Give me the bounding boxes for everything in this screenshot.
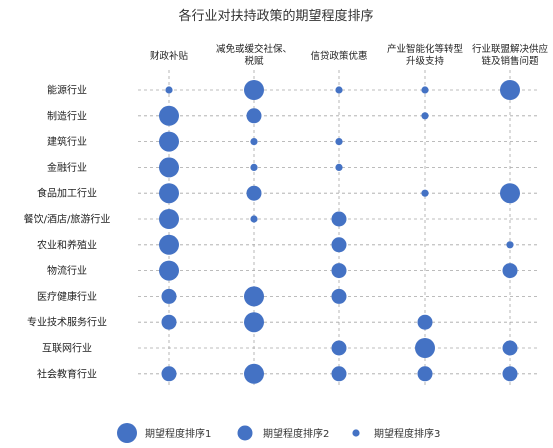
dot-rank-2: [417, 314, 433, 330]
dot-rank-3: [165, 86, 173, 94]
legend-label-3: 期望程度排序3: [374, 427, 440, 440]
column-label-1: 财政补贴: [150, 50, 189, 62]
chart-title: 各行业对扶持政策的期望程度排序: [178, 8, 373, 24]
dot-rank-2: [331, 237, 347, 253]
legend-label-1: 期望程度排序1: [145, 427, 211, 440]
row-label: 建筑行业: [47, 135, 87, 148]
legend-marker-2: [237, 425, 253, 441]
dot-rank-2: [502, 366, 518, 382]
dot-rank-2: [246, 185, 262, 201]
column-label-4: 产业智能化等转型升级支持: [387, 43, 464, 67]
data-dots: [159, 80, 520, 384]
column-label-5: 行业联盟解决供应链及销售问题: [472, 43, 549, 67]
dot-rank-1: [159, 183, 179, 204]
dot-rank-3: [335, 86, 343, 94]
legend-label-2: 期望程度排序2: [263, 427, 329, 440]
dot-rank-2: [331, 340, 347, 356]
column-label-3: 信贷政策优惠: [310, 50, 367, 62]
row-label: 金融行业: [47, 161, 87, 174]
dot-rank-1: [159, 260, 179, 281]
dot-rank-1: [500, 183, 520, 204]
column-label-2: 减免或缓交社保、税赋: [216, 43, 292, 67]
dot-rank-2: [331, 288, 347, 304]
dot-rank-1: [159, 131, 179, 152]
row-label: 餐饮/酒店/旅游行业: [24, 213, 111, 226]
row-label: 互联网行业: [42, 342, 92, 355]
dot-rank-3: [421, 86, 429, 94]
dot-rank-3: [250, 215, 258, 223]
dot-rank-2: [502, 340, 518, 356]
legend-marker-1: [117, 423, 137, 443]
dot-rank-1: [244, 80, 264, 100]
dot-rank-1: [500, 80, 520, 100]
grid-lines: [138, 70, 540, 386]
row-label: 专业技术服务行业: [27, 316, 107, 329]
dot-rank-1: [159, 105, 179, 126]
dot-rank-3: [250, 163, 258, 171]
dot-rank-1: [244, 312, 264, 333]
dot-rank-2: [161, 314, 177, 330]
dot-rank-3: [421, 112, 429, 120]
dot-rank-3: [335, 163, 343, 171]
row-label: 农业和养殖业: [37, 238, 97, 251]
row-label: 能源行业: [47, 84, 87, 97]
dot-rank-3: [506, 241, 514, 249]
row-label: 食品加工行业: [37, 187, 97, 200]
legend-marker-3: [352, 429, 360, 437]
column-labels: 财政补贴 减免或缓交社保、税赋 信贷政策优惠 产业智能化等转型升级支持行业联盟解决供应…: [150, 43, 549, 67]
dot-rank-1: [159, 209, 179, 229]
dot-rank-2: [417, 366, 433, 382]
row-label: 物流行业: [47, 264, 87, 277]
dot-rank-3: [335, 138, 343, 146]
dot-rank-3: [421, 189, 429, 197]
row-label: 制造行业: [47, 109, 87, 122]
dot-rank-2: [161, 366, 177, 382]
dot-rank-1: [415, 338, 435, 358]
dot-rank-2: [331, 263, 347, 279]
legend: 期望程度排序1 期望程度排序2 期望程度排序3: [117, 423, 440, 443]
dot-rank-2: [331, 211, 347, 227]
row-label: 社会教育行业: [37, 367, 97, 380]
row-label: 医疗健康行业: [37, 290, 97, 303]
row-labels: 能源行业制造行业建筑行业金融行业食品加工行业餐饮/酒店/旅游行业农业和养殖业物流…: [24, 84, 111, 381]
dot-rank-2: [246, 108, 262, 124]
dot-rank-3: [250, 138, 258, 146]
dot-rank-2: [502, 263, 518, 279]
dot-rank-2: [161, 288, 177, 304]
dot-rank-1: [159, 234, 179, 255]
dot-rank-1: [159, 157, 179, 178]
dot-rank-1: [244, 363, 264, 384]
dot-rank-2: [331, 366, 347, 382]
dot-rank-1: [244, 286, 264, 307]
